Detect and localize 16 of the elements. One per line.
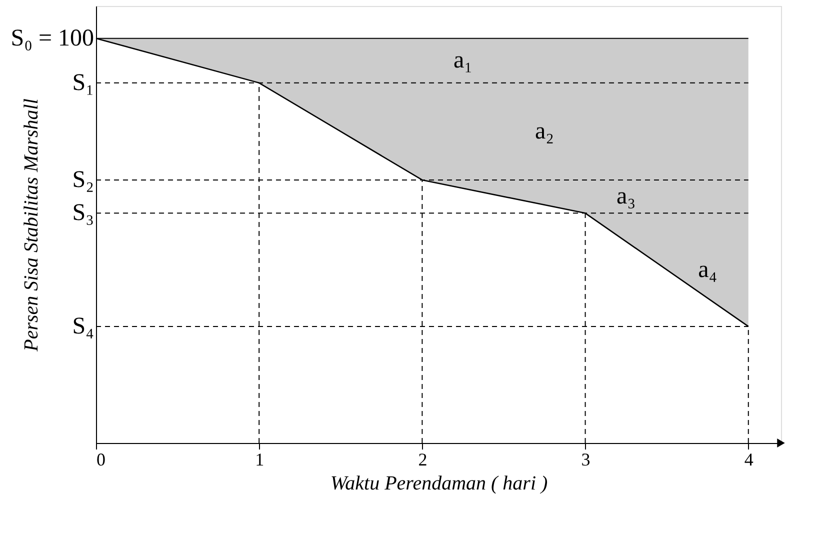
ref-line-label: S₂ (72, 166, 94, 193)
x-tick-label: 4 (744, 450, 754, 470)
ref-line-label: S₃ (72, 200, 94, 226)
ref-line-label: S₄ (72, 313, 94, 340)
x-tick-label: 0 (96, 450, 106, 470)
annotation: a₄ (698, 256, 718, 283)
ref-line-label: S₀ = 100 (10, 25, 94, 52)
ref-line-label: S₁ (72, 70, 94, 96)
x-tick-label: 2 (418, 450, 428, 470)
y-axis-title: Persen Sisa Stabilitas Marshall (20, 98, 42, 352)
x-axis-title: Waktu Perendaman ( hari ) (330, 472, 548, 494)
x-tick-label: 3 (581, 450, 590, 470)
annotation: a₂ (534, 118, 554, 144)
annotation: a₃ (616, 184, 636, 210)
annotation: a₁ (453, 48, 472, 74)
x-tick-label: 1 (255, 450, 264, 470)
